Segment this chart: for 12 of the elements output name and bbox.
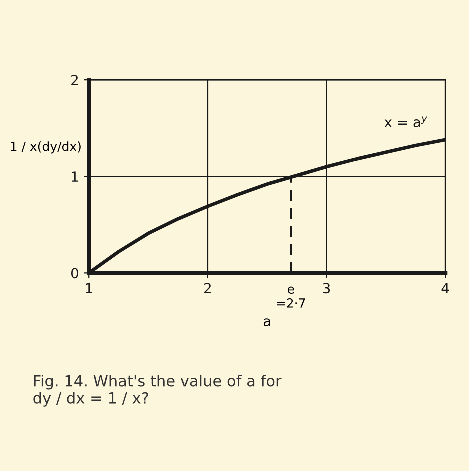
series-label: x = a$^{y}$ xyxy=(384,116,428,128)
x-tick-label: 3 xyxy=(323,283,330,294)
x-tick-label: 1 xyxy=(86,283,92,294)
annotation: e =2·7 xyxy=(277,286,306,308)
caption: Fig. 14. What's the value of a for dy / dx = 1 / x? xyxy=(34,374,282,407)
y-axis-title: 1 / x(dy/dx) xyxy=(11,142,81,154)
x-tick-label: 4 xyxy=(442,283,450,294)
y-tick-label: 2 xyxy=(72,75,78,86)
y-tick-label: 1 xyxy=(72,172,78,182)
y-tick-label: 0 xyxy=(71,268,78,279)
x-axis-title: a xyxy=(264,318,270,327)
x-tick-label: 2 xyxy=(204,283,211,294)
